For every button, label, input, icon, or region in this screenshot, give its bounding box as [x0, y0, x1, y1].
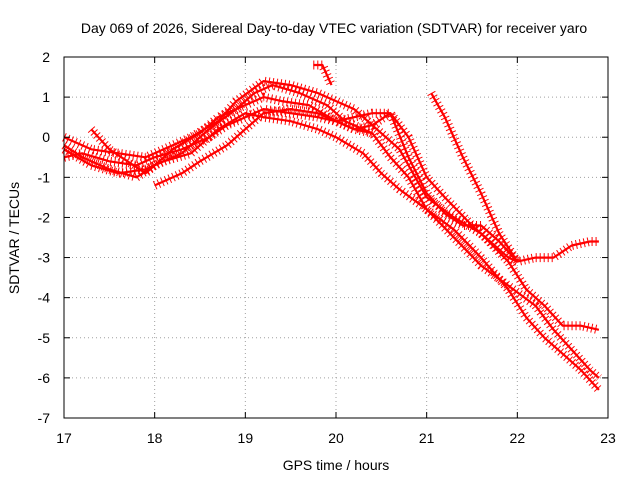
x-tick-label: 20 [328, 430, 344, 446]
series-markers [61, 80, 603, 393]
y-tick-label: -3 [38, 250, 51, 266]
x-tick-label: 18 [147, 430, 163, 446]
y-tick-label: -5 [38, 330, 51, 346]
series-series-6 [152, 104, 374, 190]
grid [64, 57, 608, 418]
x-tick-label: 23 [600, 430, 616, 446]
series-line [63, 107, 599, 263]
series-line [90, 95, 519, 263]
series-series-7 [313, 60, 336, 87]
y-tick-label: 1 [42, 89, 50, 105]
y-axis-label: SDTVAR / TECUs [6, 182, 22, 294]
y-tick-label: -2 [38, 209, 51, 225]
series-layer [61, 60, 603, 393]
series-line [313, 63, 333, 86]
series-markers [63, 104, 599, 267]
x-tick-label: 22 [510, 430, 526, 446]
y-tick-label: -6 [38, 370, 51, 386]
y-tick-label: 2 [42, 49, 50, 65]
series-series-4 [62, 76, 600, 335]
series-line [154, 107, 373, 187]
series-line [430, 92, 519, 263]
series-series-8 [427, 90, 522, 265]
y-tick-label: -1 [38, 169, 51, 185]
y-tick-label: 0 [42, 129, 50, 145]
series-line [63, 83, 600, 391]
x-axis-label: GPS time / hours [283, 457, 390, 473]
series-series-1 [63, 104, 599, 267]
series-line [63, 79, 600, 331]
x-tick-label: 17 [56, 430, 72, 446]
y-tick-label: -4 [38, 290, 51, 306]
x-tick-label: 21 [419, 430, 435, 446]
series-series-3 [61, 80, 603, 393]
x-tick-label: 19 [238, 430, 254, 446]
series-markers [313, 60, 336, 87]
chart-title: Day 069 of 2026, Sidereal Day-to-day VTE… [81, 20, 587, 36]
series-series-5 [87, 92, 521, 265]
y-tick-label: -7 [38, 410, 51, 426]
